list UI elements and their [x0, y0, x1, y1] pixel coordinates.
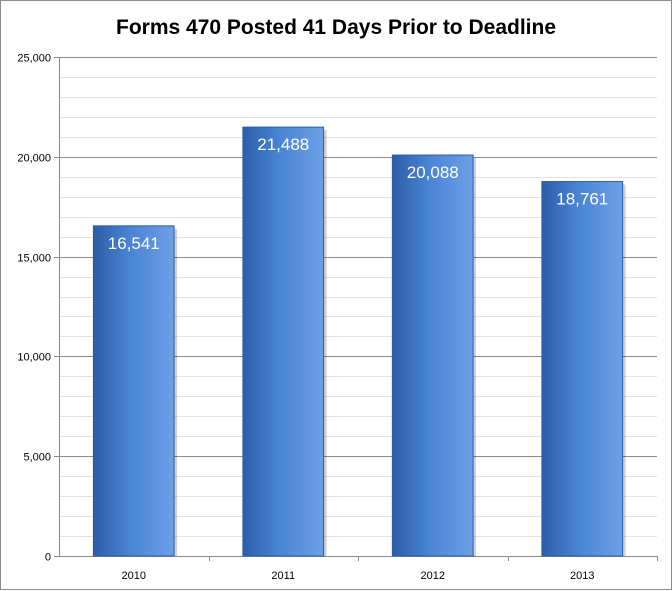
y-tick-label: 10,000	[17, 352, 51, 364]
bar-2011	[242, 126, 325, 557]
y-tick-label: 0	[45, 552, 51, 564]
y-tick-label: 25,000	[17, 53, 51, 65]
bar-2013	[541, 181, 624, 557]
bars	[92, 126, 626, 557]
y-tick-label: 15,000	[17, 253, 51, 265]
chart-title: Forms 470 Posted 41 Days Prior to Deadli…	[116, 16, 556, 39]
data-label: 20,088	[407, 163, 459, 182]
bar-2012	[391, 154, 474, 557]
y-tick-label: 20,000	[17, 153, 51, 165]
data-label: 16,541	[108, 234, 160, 253]
x-tick-label: 2011	[271, 570, 295, 582]
x-tick-label: 2013	[570, 570, 594, 582]
x-tick-label: 2012	[421, 570, 445, 582]
data-label: 21,488	[257, 135, 309, 154]
x-tick-label: 2010	[122, 570, 146, 582]
data-label: 18,761	[556, 190, 608, 209]
y-tick-label: 5,000	[23, 452, 51, 464]
labels: 0 5,000 10,000 15,000 20,000 25,000 2010 16,541…	[17, 53, 608, 583]
bar-2010	[92, 225, 175, 557]
